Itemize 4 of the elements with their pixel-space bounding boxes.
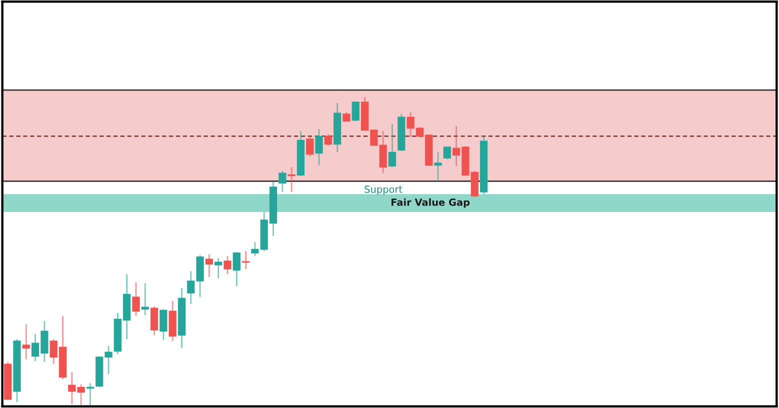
- ref-line-label: Support: [364, 186, 402, 195]
- band-label: Fair Value Gap: [391, 198, 470, 208]
- candlestick: [352, 101, 360, 122]
- candlestick: [443, 146, 451, 160]
